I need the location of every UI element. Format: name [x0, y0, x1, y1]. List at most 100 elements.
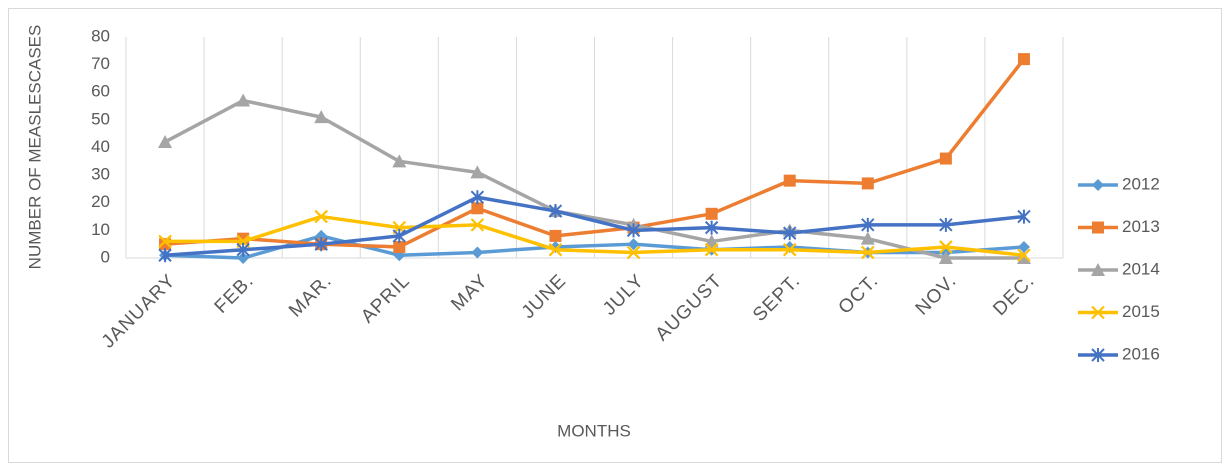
- marker-shape: [393, 240, 406, 253]
- y-tick-label: 50: [91, 109, 110, 128]
- y-tick-label: 80: [91, 26, 110, 45]
- legend-entry: 2014: [1078, 259, 1160, 278]
- data-point: [392, 154, 407, 168]
- data-point: [158, 134, 173, 148]
- marker-shape: [549, 229, 562, 242]
- series-line: [165, 214, 1025, 257]
- marker-shape: [1017, 53, 1030, 66]
- legend-entry: 2015: [1078, 302, 1160, 321]
- marker-shape: [1017, 240, 1030, 253]
- data-point: [470, 218, 485, 232]
- marker-shape: [704, 242, 719, 257]
- marker-shape: [783, 174, 796, 187]
- x-axis-label: MONTHS: [557, 421, 631, 440]
- marker-shape: [782, 242, 797, 257]
- legend-label: 2015: [1122, 302, 1160, 321]
- marker-shape: [1091, 305, 1105, 320]
- marker-shape: [860, 231, 875, 245]
- legend-marker: [1092, 179, 1104, 191]
- data-point: [392, 228, 406, 243]
- marker-shape: [237, 252, 250, 264]
- marker-shape: [626, 223, 641, 238]
- y-tick-label: 0: [101, 247, 110, 266]
- data-point: [158, 248, 172, 263]
- data-point: [237, 252, 250, 264]
- marker-shape: [705, 207, 718, 220]
- data-point: [1017, 209, 1031, 224]
- legend-entry: 2012: [1078, 174, 1160, 193]
- marker-shape: [861, 217, 875, 232]
- data-point: [471, 246, 484, 259]
- data-point: [393, 240, 406, 253]
- marker-shape: [470, 190, 485, 205]
- marker-shape: [1091, 348, 1105, 362]
- marker-shape: [548, 242, 563, 257]
- data-point: [626, 223, 641, 238]
- marker-shape: [314, 110, 329, 124]
- data-point: [783, 226, 797, 241]
- data-point: [549, 229, 562, 242]
- marker-shape: [392, 228, 406, 243]
- marker-shape: [158, 134, 173, 148]
- legend-marker: [1091, 305, 1105, 320]
- marker-shape: [1092, 221, 1104, 234]
- y-tick-label: 40: [91, 137, 110, 156]
- legend-label: 2014: [1122, 259, 1160, 278]
- legend-label: 2016: [1122, 344, 1160, 363]
- data-point: [939, 240, 953, 254]
- data-point: [939, 217, 953, 232]
- marker-shape: [939, 152, 952, 165]
- marker-shape: [704, 234, 719, 248]
- data-point: [548, 242, 563, 257]
- marker-shape: [1092, 179, 1104, 191]
- marker-shape: [392, 154, 407, 168]
- marker-shape: [938, 251, 953, 264]
- data-point: [627, 238, 640, 251]
- marker-shape: [471, 246, 484, 259]
- y-tick-label: 70: [91, 54, 110, 73]
- marker-shape: [704, 220, 719, 235]
- marker-shape: [470, 165, 485, 179]
- series-line: [164, 58, 1026, 249]
- data-point: [861, 245, 875, 260]
- data-point: [860, 231, 875, 245]
- marker-shape: [1017, 209, 1031, 224]
- y-axis-label: NUMBER OF MEASLESCASES: [25, 25, 44, 270]
- data-point: [705, 207, 718, 220]
- marker-shape: [626, 245, 641, 260]
- data-point: [470, 165, 485, 179]
- data-point: [236, 242, 250, 257]
- data-point: [861, 217, 875, 232]
- legend-entry: 2013: [1078, 217, 1160, 236]
- data-point: [626, 245, 641, 260]
- marker-shape: [314, 237, 328, 252]
- marker-shape: [783, 226, 797, 241]
- data-point: [470, 190, 485, 205]
- marker-shape: [236, 242, 250, 257]
- series-line: [164, 195, 1025, 257]
- y-tick-label: 20: [91, 192, 110, 211]
- marker-shape: [158, 234, 172, 249]
- marker-shape: [548, 204, 563, 219]
- data-point: [783, 174, 796, 187]
- data-point: [704, 220, 719, 235]
- legend-marker: [1092, 221, 1104, 234]
- y-tick-label: 30: [91, 165, 110, 184]
- marker-shape: [470, 218, 485, 232]
- marker-shape: [314, 209, 328, 224]
- chart-border: [8, 8, 1222, 463]
- marker-shape: [861, 177, 874, 190]
- legend-marker: [1091, 348, 1105, 362]
- marker-shape: [1017, 248, 1031, 263]
- marker-shape: [1091, 263, 1105, 276]
- legend-label: 2012: [1122, 174, 1160, 193]
- data-point: [158, 234, 172, 249]
- series-line: [164, 98, 1024, 260]
- data-point: [1017, 248, 1031, 263]
- data-point: [861, 177, 874, 190]
- y-tick-label: 10: [91, 220, 110, 239]
- data-point: [314, 209, 328, 224]
- data-point: [1017, 240, 1030, 253]
- data-point: [704, 242, 719, 257]
